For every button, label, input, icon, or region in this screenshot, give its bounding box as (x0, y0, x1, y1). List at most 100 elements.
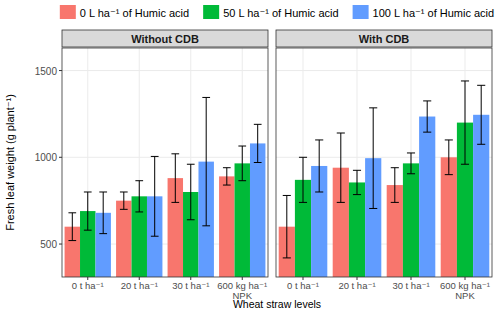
grid-line (276, 70, 492, 71)
bar (441, 157, 457, 277)
x-tick-label: 30 t ha⁻¹ (392, 280, 429, 291)
error-bar (461, 81, 469, 164)
error-bar (135, 181, 143, 212)
error-cap (238, 146, 246, 147)
error-line (303, 157, 304, 202)
x-tick-label: 600 kg ha⁻¹NPK (440, 280, 490, 301)
error-cap (337, 202, 345, 203)
error-cap (445, 139, 453, 140)
error-cap (171, 153, 179, 154)
error-bar (151, 156, 159, 236)
grid-line (62, 157, 268, 158)
legend: 0 L ha⁻¹ of Humic acid 50 L ha⁻¹ of Humic… (60, 5, 494, 19)
error-bar (187, 164, 195, 220)
x-tick-label-line: 30 t ha⁻¹ (392, 280, 429, 291)
error-cap (353, 170, 361, 171)
legend-swatch (60, 5, 76, 19)
error-cap (407, 173, 415, 174)
error-cap (337, 133, 345, 134)
x-tick-label-line: 20 t ha⁻¹ (338, 280, 375, 291)
error-bar (423, 101, 431, 132)
error-cap (353, 194, 361, 195)
error-line (154, 156, 155, 236)
legend-item: 50 L ha⁻¹ of Humic acid (203, 5, 338, 19)
panel-frame (276, 48, 492, 277)
y-tick-label: 500 (40, 239, 57, 250)
error-cap (187, 164, 195, 165)
error-cap (151, 236, 159, 237)
error-cap (445, 174, 453, 175)
error-bar (283, 195, 291, 257)
error-line (373, 108, 374, 209)
error-line (242, 146, 243, 181)
error-cap (461, 80, 469, 81)
error-cap (238, 180, 246, 181)
legend-label: 100 L ha⁻¹ of Humic acid (373, 7, 495, 19)
error-line (286, 195, 287, 257)
error-bar (99, 192, 107, 234)
error-cap (120, 191, 128, 192)
facet-strip (62, 30, 268, 47)
x-tick-label-line: 30 t ha⁻¹ (172, 280, 209, 291)
bar (235, 163, 250, 277)
legend-label: 0 L ha⁻¹ of Humic acid (80, 7, 189, 19)
error-cap (407, 152, 415, 153)
y-axis-title: Fresh leaf weight (g plant⁻¹) (4, 94, 16, 231)
error-line (226, 168, 227, 185)
error-bar (68, 213, 76, 241)
x-tick-label: 30 t ha⁻¹ (172, 280, 209, 291)
bars (279, 81, 490, 277)
error-cap (120, 209, 128, 210)
error-cap (135, 180, 143, 181)
bars (65, 97, 266, 277)
error-bar (238, 146, 246, 181)
error-line (357, 170, 358, 194)
y-tick (59, 70, 62, 71)
y-tick-label: 1000 (35, 152, 58, 163)
y-tick-label: 1500 (35, 66, 58, 77)
error-bar (202, 97, 210, 225)
x-axis-title: Wheat straw levels (233, 298, 321, 310)
error-line (257, 124, 258, 162)
error-bar (120, 192, 128, 209)
error-cap (369, 107, 377, 108)
error-bar (337, 133, 345, 202)
error-cap (254, 162, 262, 163)
error-cap (283, 195, 291, 196)
x-tick-label-line: NPK (455, 290, 475, 301)
error-cap (477, 85, 485, 86)
legend-swatch (203, 5, 219, 19)
chart: 0 L ha⁻¹ of Humic acid 50 L ha⁻¹ of Humic… (0, 0, 500, 311)
panel-frame (62, 48, 268, 277)
background (0, 0, 500, 311)
error-cap (68, 240, 76, 241)
error-cap (202, 97, 210, 98)
facet-title: Without CDB (131, 33, 199, 45)
error-bar (254, 124, 262, 162)
error-line (103, 192, 104, 234)
error-cap (391, 167, 399, 168)
error-cap (99, 233, 107, 234)
error-cap (68, 212, 76, 213)
error-line (190, 164, 191, 220)
bar (219, 176, 234, 277)
facet-strip (276, 30, 492, 47)
error-cap (283, 257, 291, 258)
error-bar (315, 140, 323, 192)
error-cap (423, 100, 431, 101)
legend-swatch (353, 5, 369, 19)
error-bar (477, 85, 485, 144)
error-line (481, 85, 482, 144)
x-tick-label-line: 0 t ha⁻¹ (72, 280, 104, 291)
error-cap (254, 124, 262, 125)
error-line (340, 133, 341, 202)
error-bar (299, 157, 307, 202)
error-bar (369, 108, 377, 209)
error-cap (223, 167, 231, 168)
error-cap (315, 139, 323, 140)
error-cap (171, 202, 179, 203)
bar (349, 182, 365, 277)
y-tick (59, 244, 62, 245)
facet-title: With CDB (359, 33, 410, 45)
legend-item: 100 L ha⁻¹ of Humic acid (353, 5, 495, 19)
